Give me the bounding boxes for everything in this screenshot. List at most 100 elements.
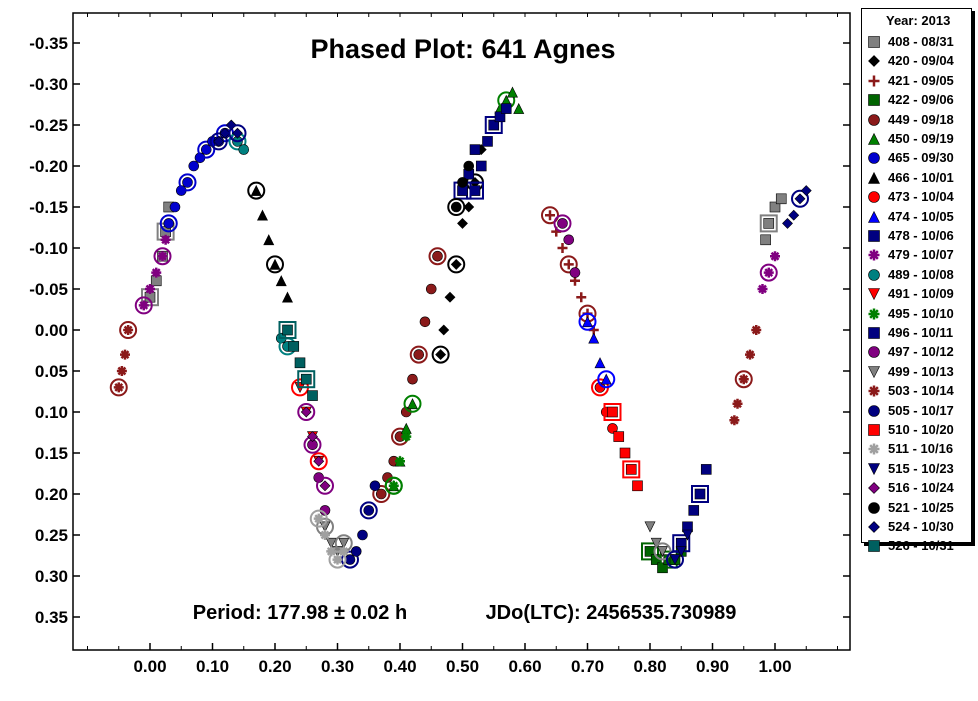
data-point: [282, 291, 293, 303]
y-tick-label: -0.35: [29, 34, 68, 53]
data-point: [475, 160, 487, 172]
legend-marker: [868, 308, 880, 320]
chart-title: Phased Plot: 641 Agnes: [310, 34, 615, 64]
legend-item: 499 - 10/13: [862, 363, 972, 382]
data-point: [625, 464, 637, 475]
data-point: [469, 144, 481, 155]
data-point: [275, 275, 287, 287]
data-point-outline: [734, 370, 753, 389]
epoch-annotation: JDo(LTC): 2456535.730989: [486, 602, 737, 624]
data-point: [307, 431, 318, 443]
data-point: [557, 243, 568, 253]
legend-item: 474 - 10/05: [862, 208, 972, 227]
legend-label: 408 - 08/31: [888, 34, 954, 49]
y-tick-label: 0.05: [35, 362, 68, 381]
data-point: [288, 341, 300, 352]
legend-marker-shape: [868, 404, 880, 417]
legend-label: 510 - 10/20: [888, 422, 954, 437]
data-point-outline: [197, 140, 216, 159]
data-point: [757, 284, 768, 294]
legend-item: 526 - 10/31: [862, 537, 972, 556]
data-point: [751, 325, 762, 335]
series-521: [447, 160, 475, 216]
legend-item: 489 - 10/08: [862, 266, 972, 285]
y-tick-label: 0.20: [35, 485, 68, 504]
legend-marker-shape: [868, 365, 880, 378]
series-495: [384, 431, 412, 495]
data-point-outline: [791, 189, 809, 208]
legend-item: 496 - 10/11: [862, 324, 972, 343]
legend-marker: [868, 540, 880, 553]
legend-marker: [868, 94, 880, 106]
legend-item: 497 - 10/12: [862, 343, 972, 362]
legend: Year: 2013 408 - 08/31 420 - 09/04 421 - 0…: [861, 8, 972, 553]
data-point: [151, 267, 162, 278]
legend-marker-shape: [868, 462, 880, 475]
data-point: [375, 488, 387, 500]
legend-marker: [868, 230, 880, 242]
data-point: [500, 103, 512, 114]
data-point-outline: [653, 542, 672, 561]
data-point: [732, 398, 743, 409]
data-point: [232, 127, 243, 139]
data-point: [450, 201, 462, 213]
series-466: [247, 181, 293, 303]
series-479: [134, 234, 780, 315]
data-point: [138, 300, 149, 311]
data-point: [594, 357, 606, 369]
legend-marker: [868, 36, 880, 48]
data-point: [444, 291, 456, 303]
legend-marker: [868, 171, 880, 184]
data-point: [582, 316, 593, 328]
y-tick-label: 0.00: [35, 321, 68, 340]
legend-marker-shape: [868, 346, 880, 359]
data-point: [450, 258, 462, 270]
legend-label: 521 - 10/25: [888, 499, 954, 515]
legend-marker-shape: [868, 152, 880, 165]
data-point: [357, 529, 368, 541]
data-point-outline: [428, 247, 447, 266]
legend-marker-shape: [868, 308, 880, 320]
data-point: [313, 455, 325, 467]
data-point: [369, 480, 381, 492]
x-tick-label: 0.60: [508, 657, 541, 676]
data-point: [282, 324, 293, 336]
data-point: [332, 554, 343, 565]
legend-item: 473 - 10/04: [862, 188, 972, 207]
data-point: [200, 144, 212, 155]
data-point: [319, 480, 331, 492]
legend-marker-shape: [868, 540, 880, 553]
series-510: [603, 403, 643, 492]
legend-item: 515 - 10/23: [862, 460, 972, 479]
data-point: [557, 218, 568, 229]
data-point-outline: [297, 370, 316, 389]
data-point: [250, 184, 262, 196]
y-tick-label: 0.15: [35, 444, 68, 463]
data-point: [694, 488, 706, 500]
legend-marker-shape: [868, 385, 880, 397]
legend-label: 497 - 10/12: [888, 344, 954, 360]
legend-item: 491 - 10/09: [862, 285, 972, 304]
data-point: [145, 284, 155, 294]
x-tick-label: 0.40: [383, 657, 416, 676]
legend-item: 503 - 10/14: [862, 382, 972, 401]
data-point-outline: [447, 198, 466, 216]
legend-label: 450 - 09/19: [888, 131, 954, 146]
y-tick-label: 0.35: [35, 608, 68, 627]
legend-marker: [868, 132, 880, 145]
legend-marker: [868, 365, 880, 378]
data-point: [563, 259, 574, 270]
legend-item: 408 - 08/31: [862, 33, 972, 52]
data-point-outline: [119, 321, 138, 339]
legend-label: 526 - 10/31: [888, 538, 954, 554]
legend-marker-shape: [868, 521, 880, 533]
data-point: [300, 406, 312, 418]
data-point: [435, 349, 447, 361]
chart-ticks: 0.00 0.10 0.20 0.30 0.40 0.50 0.60 0.70 0.80 0.90…: [29, 13, 850, 676]
data-point-outline: [159, 214, 178, 233]
data-point: [269, 258, 281, 270]
legend-label: 499 - 10/13: [888, 363, 954, 379]
legend-marker: [868, 249, 880, 261]
data-point: [463, 201, 475, 213]
